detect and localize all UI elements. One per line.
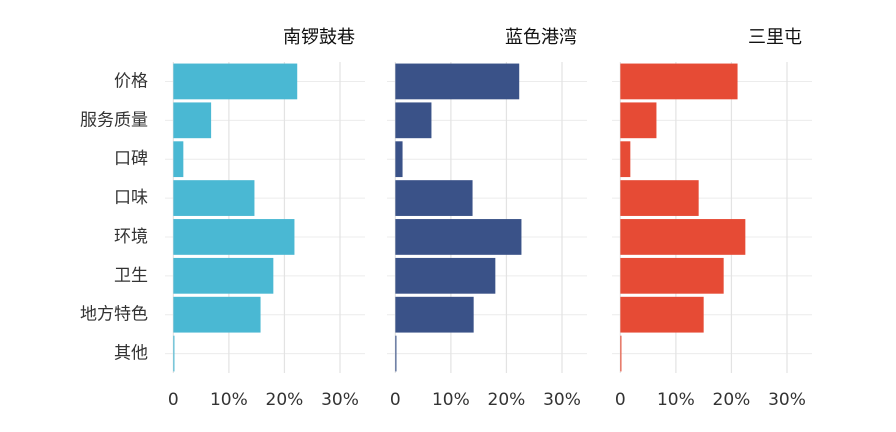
y-tick-label: 价格 bbox=[114, 71, 148, 91]
x-tick-label: 20% bbox=[266, 390, 304, 410]
bar bbox=[620, 296, 704, 333]
bar bbox=[620, 63, 738, 100]
y-tick-label: 其他 bbox=[114, 344, 148, 364]
bar bbox=[173, 63, 298, 100]
y-tick-label: 服务质量 bbox=[80, 110, 148, 130]
y-tick-label: 地方特色 bbox=[80, 305, 148, 325]
bar bbox=[173, 141, 184, 178]
x-tick-label: 0 bbox=[390, 390, 401, 410]
bar bbox=[395, 180, 473, 216]
bar bbox=[620, 257, 724, 294]
x-tick-label: 20% bbox=[713, 390, 751, 410]
bar bbox=[173, 296, 261, 333]
y-tick-label: 口味 bbox=[114, 188, 148, 208]
bar bbox=[395, 63, 520, 100]
bar bbox=[173, 180, 255, 216]
bar bbox=[620, 180, 699, 216]
bar bbox=[395, 102, 432, 139]
facet-title: 三里屯 bbox=[748, 27, 802, 48]
bar bbox=[173, 257, 274, 294]
x-tick-label: 30% bbox=[321, 390, 359, 410]
x-tick-label: 30% bbox=[543, 390, 581, 410]
facet-title: 南锣鼓巷 bbox=[283, 27, 355, 48]
bar bbox=[395, 219, 522, 255]
bar bbox=[395, 296, 474, 333]
bar bbox=[395, 141, 403, 178]
bar bbox=[395, 335, 397, 372]
x-tick-label: 0 bbox=[168, 390, 179, 410]
bar bbox=[620, 141, 631, 178]
bar bbox=[620, 219, 746, 255]
x-tick-label: 20% bbox=[488, 390, 526, 410]
x-tick-label: 10% bbox=[432, 390, 470, 410]
bar bbox=[173, 102, 212, 139]
bar bbox=[173, 335, 175, 372]
bar bbox=[620, 335, 622, 372]
bar bbox=[620, 102, 657, 139]
x-tick-label: 10% bbox=[657, 390, 695, 410]
y-tick-label: 卫生 bbox=[114, 266, 148, 286]
x-tick-label: 10% bbox=[210, 390, 248, 410]
x-tick-label: 30% bbox=[768, 390, 806, 410]
bar bbox=[395, 257, 496, 294]
x-tick-label: 0 bbox=[615, 390, 626, 410]
y-tick-label: 口碑 bbox=[114, 149, 148, 169]
y-tick-label: 环境 bbox=[114, 227, 148, 247]
facet-title: 蓝色港湾 bbox=[505, 27, 577, 48]
bar bbox=[173, 219, 295, 255]
